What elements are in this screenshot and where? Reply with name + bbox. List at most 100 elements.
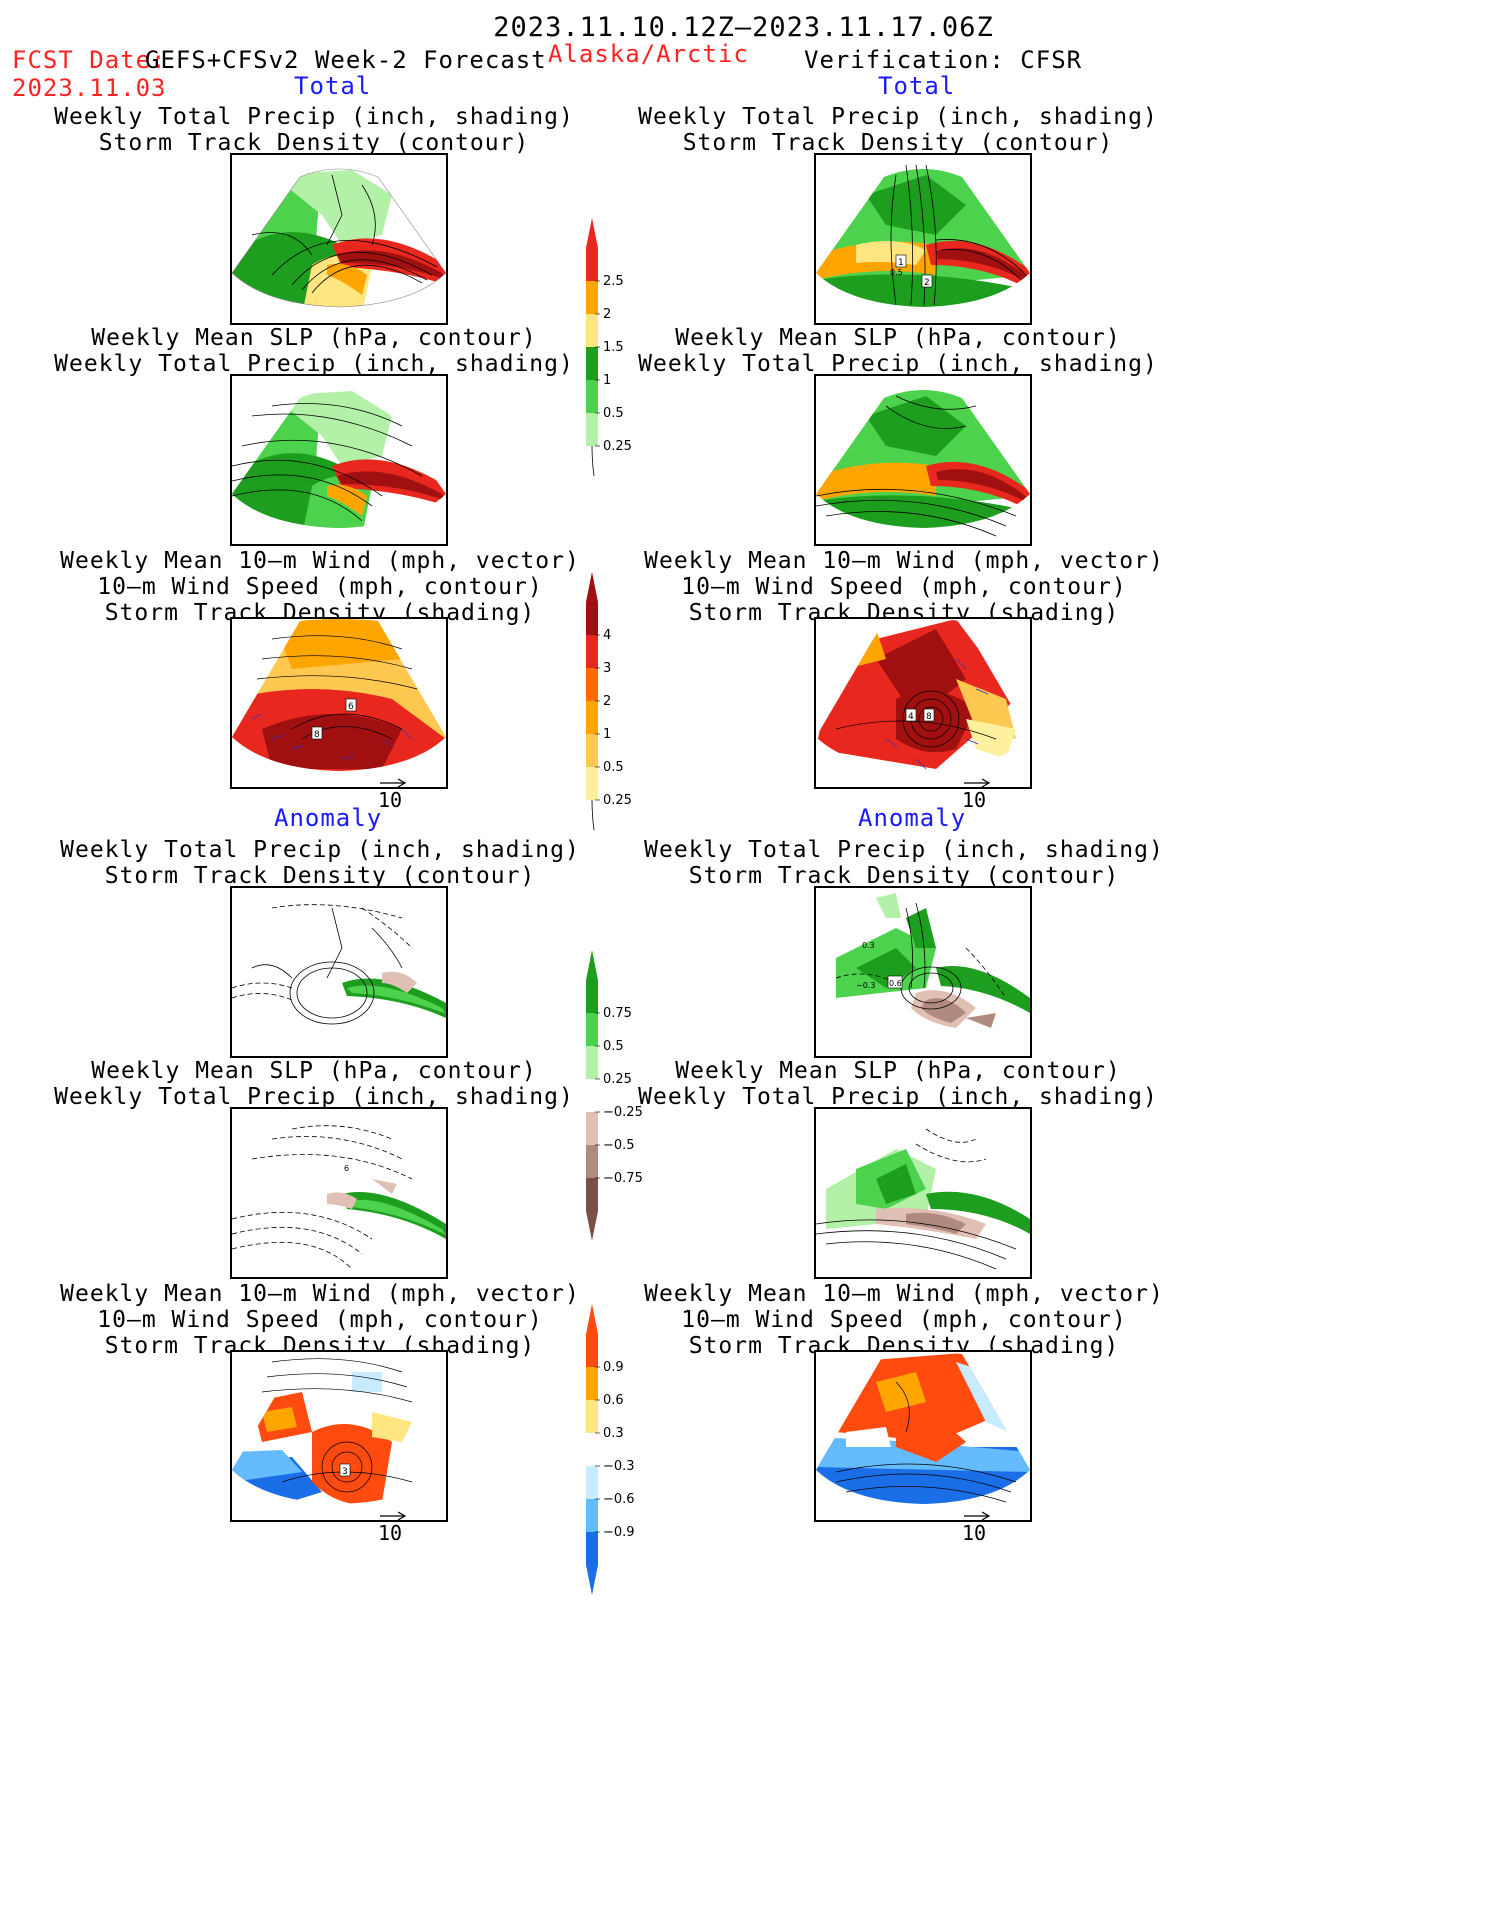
colorbar-tick-label: 0.25 xyxy=(603,439,632,454)
section-total-right: Total xyxy=(878,72,956,100)
colorbar-swatch xyxy=(586,248,598,281)
colorbar-swatch xyxy=(586,314,598,347)
colorbar-swatch xyxy=(586,1046,598,1079)
colorbar-tick-label: 2 xyxy=(603,694,611,709)
colorbar-tick-label: 2.5 xyxy=(603,274,624,289)
colorbar-tick-label: −0.5 xyxy=(603,1138,635,1153)
vector-reference-verif-total: 10 xyxy=(962,778,992,812)
colorbar-bottom-cap xyxy=(586,1565,598,1595)
colorbar-swatch xyxy=(586,1532,598,1565)
map-verif-total-slp-precip xyxy=(814,374,1032,546)
colorbar-swatch xyxy=(586,380,598,413)
colorbar-swatch xyxy=(586,1367,598,1400)
colorbar-tick-label: 0.6 xyxy=(603,1393,624,1408)
contour-label: 6 xyxy=(348,702,354,712)
date-range-title: 2023.11.10.12Z–2023.11.17.06Z xyxy=(493,12,994,43)
panel-title-fcst-anom-slp-precip: Weekly Mean SLP (hPa, contour) Weekly Tot… xyxy=(54,1058,574,1110)
colorbar-swatch xyxy=(586,980,598,1013)
fcst-date-value: 2023.11.03 xyxy=(12,74,167,102)
colorbar-swatch xyxy=(586,668,598,701)
section-total-left: Total xyxy=(294,72,372,100)
verification-label: Verification: CFSR xyxy=(804,46,1083,74)
colorbar-bottom-cap xyxy=(591,445,595,477)
contour-label: 8 xyxy=(926,712,932,722)
map-verif-anom-slp-precip xyxy=(814,1107,1032,1279)
model-name: GEFS+CFSv2 Week-2 Forecast xyxy=(145,46,547,74)
colorbar-swatch xyxy=(586,1178,598,1211)
colorbar-bottom-cap xyxy=(591,799,595,831)
contour-label: 6 xyxy=(344,1164,349,1173)
contour-label: 1 xyxy=(898,258,904,268)
colorbar-tick-label: 2 xyxy=(603,307,611,322)
colorbar-swatch xyxy=(586,347,598,380)
colorbar-top-cap xyxy=(586,218,598,248)
colorbar-tick-label: 1 xyxy=(603,727,611,742)
colorbar-swatch xyxy=(586,1400,598,1433)
colorbar-swatch xyxy=(586,1112,598,1145)
colorbar-swatch xyxy=(586,1466,598,1499)
panel-title-verif-anom-slp-precip: Weekly Mean SLP (hPa, contour) Weekly Tot… xyxy=(638,1058,1158,1110)
colorbar-precip-total: 2.5 2 1.5 1 0.5 0.25 xyxy=(586,218,646,484)
colorbar-tick-label: 0.5 xyxy=(603,760,624,775)
colorbar-tick-label: 0.5 xyxy=(603,1039,624,1054)
contour-label: 8 xyxy=(314,730,320,740)
colorbar-swatch xyxy=(586,413,598,446)
colorbar-swatch xyxy=(586,635,598,668)
colorbar-tick-label: 0.5 xyxy=(603,406,624,421)
colorbar-swatch xyxy=(586,1079,598,1112)
colorbar-tick-label: 1.5 xyxy=(603,340,624,355)
colorbar-track-total: 4 3 2 1 0.5 0.25 xyxy=(586,572,646,838)
map-fcst-anom-wind-track: 3 xyxy=(230,1350,448,1522)
contour-label: 0.6 xyxy=(889,979,902,988)
contour-label: 0.3 xyxy=(862,941,875,950)
colorbar-tick-label: 0.3 xyxy=(603,1426,624,1441)
colorbar-top-cap xyxy=(586,572,598,602)
map-verif-total-precip-track: 1 0.5 2 xyxy=(814,153,1032,325)
panel-title-verif-slp-precip: Weekly Mean SLP (hPa, contour) Weekly Tot… xyxy=(638,325,1158,377)
map-verif-anom-precip-track: 0.3 −0.3 0.6 xyxy=(814,886,1032,1058)
panel-title-verif-anom-precip-track: Weekly Total Precip (inch, shading) Storm… xyxy=(644,837,1164,889)
section-anomaly-left: Anomaly xyxy=(274,804,383,832)
panel-title-verif-precip-track: Weekly Total Precip (inch, shading) Storm… xyxy=(638,104,1158,156)
map-fcst-total-wind-track: 6 8 xyxy=(230,617,448,789)
map-fcst-anom-slp-precip: 6 xyxy=(230,1107,448,1279)
contour-label: 4 xyxy=(908,712,914,722)
section-anomaly-right: Anomaly xyxy=(858,804,967,832)
panel-title-fcst-anom-precip-track: Weekly Total Precip (inch, shading) Storm… xyxy=(60,837,580,889)
map-verif-anom-wind-track xyxy=(814,1350,1032,1522)
panel-title-fcst-slp-precip: Weekly Mean SLP (hPa, contour) Weekly Tot… xyxy=(54,325,574,377)
map-fcst-total-precip-track xyxy=(230,153,448,325)
vector-reference-verif-anom: 10 xyxy=(962,1511,992,1545)
colorbar-tick-label: 0.25 xyxy=(603,793,632,808)
panel-title-verif-wind-track: Weekly Mean 10–m Wind (mph, vector) 10–m … xyxy=(644,548,1164,626)
colorbar-swatch xyxy=(586,602,598,635)
colorbar-tick-label: −0.6 xyxy=(603,1492,635,1507)
colorbar-swatch xyxy=(586,1013,598,1046)
colorbar-tick-label: 1 xyxy=(603,373,611,388)
panel-title-fcst-precip-track: Weekly Total Precip (inch, shading) Storm… xyxy=(54,104,574,156)
vector-reference-fcst-anom: 10 xyxy=(378,1511,408,1545)
fcst-date-label: FCST Date: xyxy=(12,46,167,74)
panel-title-fcst-wind-track: Weekly Mean 10–m Wind (mph, vector) 10–m … xyxy=(60,548,580,626)
contour-label: 3 xyxy=(342,1467,348,1477)
contour-label: 0.5 xyxy=(890,268,903,277)
colorbar-tick-label: −0.25 xyxy=(603,1105,643,1120)
region-label: Alaska/Arctic xyxy=(548,40,749,68)
colorbar-top-cap xyxy=(586,1304,598,1334)
colorbar-tick-label: −0.9 xyxy=(603,1525,635,1540)
colorbar-swatch xyxy=(586,1334,598,1367)
colorbar-tick-label: 0.75 xyxy=(603,1006,632,1021)
colorbar-swatch xyxy=(586,281,598,314)
colorbar-tick-label: 0.9 xyxy=(603,1360,624,1375)
map-fcst-total-slp-precip xyxy=(230,374,448,546)
colorbar-swatch xyxy=(586,734,598,767)
contour-label: 2 xyxy=(924,278,930,288)
contour-label: −0.3 xyxy=(856,981,875,990)
colorbar-tick-label: −0.75 xyxy=(603,1171,643,1186)
colorbar-track-anom: 0.9 0.6 0.3 −0.3 −0.6 −0.9 xyxy=(586,1304,646,1603)
colorbar-swatch xyxy=(586,1499,598,1532)
panel-title-fcst-anom-wind-track: Weekly Mean 10–m Wind (mph, vector) 10–m … xyxy=(60,1281,580,1359)
colorbar-tick-label: 0.25 xyxy=(603,1072,632,1087)
map-verif-total-wind-track: 4 8 xyxy=(814,617,1032,789)
colorbar-swatch xyxy=(586,767,598,800)
